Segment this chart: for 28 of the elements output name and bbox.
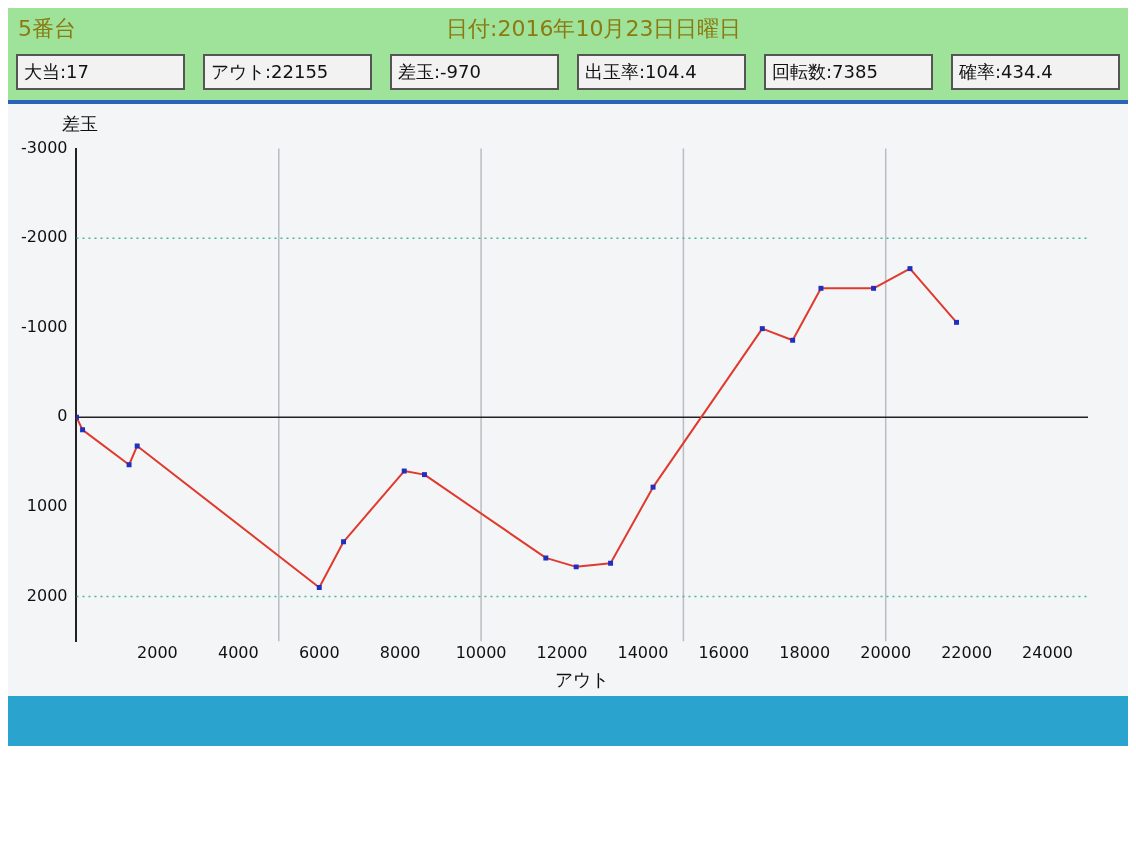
text: 回転数:7385 — [764, 54, 933, 90]
text: 差玉:-970 — [390, 54, 559, 90]
x-tick-label: 4000 — [217, 642, 259, 662]
text: アウト:22155 — [203, 54, 372, 90]
y-axis-title: 差玉 — [61, 112, 99, 136]
x-tick-label: 10000 — [455, 642, 507, 662]
chart-title: 5番台 — [18, 15, 76, 43]
y-tick-label: -3000 — [20, 137, 68, 157]
y-tick-label: -2000 — [20, 227, 68, 247]
y-tick-label: 0 — [57, 406, 68, 426]
y-tick-label: 1000 — [26, 496, 68, 516]
x-tick-label: 18000 — [779, 642, 831, 662]
x-tick-label: 14000 — [617, 642, 669, 662]
y-tick-label: -1000 — [20, 316, 68, 336]
x-axis-title: アウト — [555, 668, 610, 690]
x-tick-label: 6000 — [298, 642, 340, 662]
text: 確率:434.4 — [951, 54, 1120, 90]
x-tick-label: 12000 — [536, 642, 588, 662]
x-tick-label: 16000 — [698, 642, 750, 662]
x-tick-label: 2000 — [137, 642, 178, 662]
x-tick-label: 20000 — [860, 642, 912, 662]
chart-subtitle: 日付:2016年10月23日日曜日 — [446, 15, 742, 43]
text: 出玉率:104.4 — [577, 54, 746, 90]
x-tick-label: 24000 — [1022, 642, 1073, 662]
text: 大当:17 — [16, 54, 185, 90]
x-tick-label: 8000 — [379, 642, 421, 662]
x-tick-label: 22000 — [941, 642, 993, 662]
y-tick-label: 2000 — [26, 585, 68, 605]
